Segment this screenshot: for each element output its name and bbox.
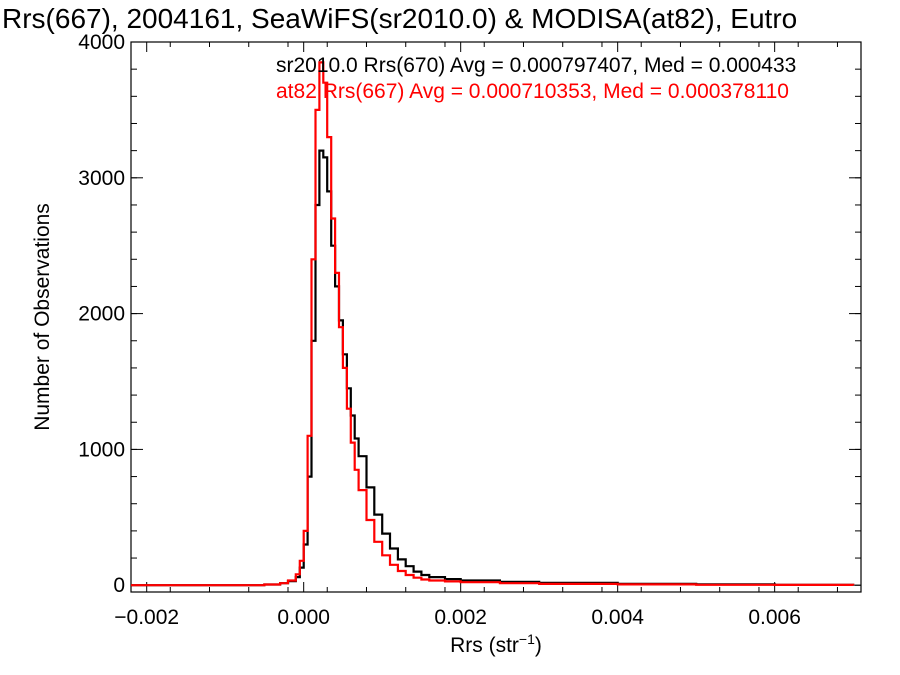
legend-entry-at82: at82 Rrs(667) Avg = 0.000710353, Med = 0… bbox=[276, 80, 789, 103]
y-tick-label: 4000 bbox=[78, 31, 125, 54]
x-tick-label: −0.002 bbox=[114, 606, 179, 629]
tick-labels: −0.002 0.000 0.002 0.004 0.006 0 1000 2000 3000 4… bbox=[78, 31, 801, 629]
chart-title: Rrs(667), 2004161, SeaWiFS(sr2010.0) & M… bbox=[2, 3, 797, 34]
x-tick-label: 0.006 bbox=[748, 606, 801, 629]
y-tick-label: 1000 bbox=[78, 438, 125, 461]
y-axis-label: Number of Observations bbox=[31, 203, 54, 431]
series-at82-histogram bbox=[131, 61, 855, 587]
x-tick-label: 0.002 bbox=[434, 606, 487, 629]
y-tick-label: 2000 bbox=[78, 303, 125, 326]
plot-frame bbox=[130, 41, 862, 593]
series-layer bbox=[131, 61, 855, 587]
x-axis-label: Rrs (str−1) bbox=[450, 631, 542, 657]
x-tick-label: 0.000 bbox=[277, 606, 330, 629]
axis-ticks bbox=[130, 41, 861, 592]
y-tick-label: 0 bbox=[113, 574, 125, 597]
legend-entry-sr2010: sr2010.0 Rrs(670) Avg = 0.000797407, Med… bbox=[276, 54, 796, 77]
y-tick-label: 3000 bbox=[78, 167, 125, 190]
series-sr2010-histogram bbox=[131, 149, 855, 587]
x-tick-label: 0.004 bbox=[591, 606, 644, 629]
